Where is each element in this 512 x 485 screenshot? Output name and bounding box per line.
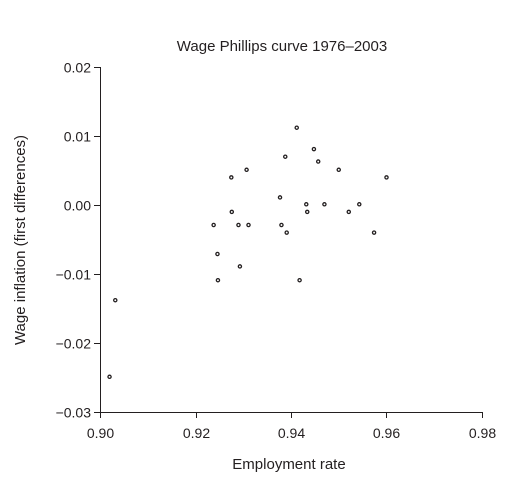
data-point	[311, 146, 317, 152]
x-axis-title: Employment rate	[232, 456, 345, 473]
data-point	[297, 277, 302, 283]
data-point	[215, 251, 220, 257]
x-tick-label: 0.92	[183, 425, 210, 441]
data-point	[279, 222, 284, 228]
y-tick-label: −0.02	[56, 336, 92, 352]
x-tick-label: 0.94	[278, 425, 305, 441]
chart-title: Wage Phillips curve 1976–2003	[177, 38, 387, 55]
data-point	[304, 209, 310, 215]
data-point	[244, 167, 249, 173]
data-point	[294, 125, 299, 130]
x-axis-ticks: 0.90 0.92 0.94 0.96 0.98	[87, 412, 496, 441]
data-point	[284, 230, 289, 235]
y-tick-label: 0.02	[64, 60, 91, 76]
data-point	[237, 264, 243, 269]
data-point	[236, 222, 241, 228]
data-point	[346, 209, 352, 215]
x-tick-label: 0.98	[469, 425, 496, 441]
data-point	[211, 222, 216, 228]
data-point	[215, 277, 221, 283]
scatter-points	[107, 125, 389, 380]
x-tick-label: 0.96	[373, 425, 400, 441]
data-point	[283, 154, 288, 159]
data-point	[229, 175, 234, 180]
data-point	[336, 167, 341, 173]
data-point	[357, 202, 362, 207]
data-point	[277, 195, 283, 200]
data-point	[304, 202, 309, 207]
data-point	[315, 159, 321, 164]
y-tick-label: −0.03	[56, 405, 92, 421]
x-tick-label: 0.90	[87, 425, 114, 441]
data-point	[229, 209, 235, 215]
y-tick-label: 0.00	[64, 198, 91, 214]
y-tick-label: 0.01	[64, 129, 91, 145]
data-point	[371, 230, 377, 235]
y-tick-label: −0.01	[56, 267, 92, 283]
data-point	[107, 374, 112, 380]
y-axis-title: Wage inflation (first differences)	[12, 135, 29, 345]
data-point	[113, 297, 118, 303]
data-point	[322, 202, 327, 207]
y-axis-ticks: −0.03 −0.02 −0.01 0.00 0.01 0.02	[56, 60, 100, 421]
data-point	[384, 175, 389, 180]
plot-axes	[100, 67, 482, 413]
data-point	[246, 222, 251, 228]
